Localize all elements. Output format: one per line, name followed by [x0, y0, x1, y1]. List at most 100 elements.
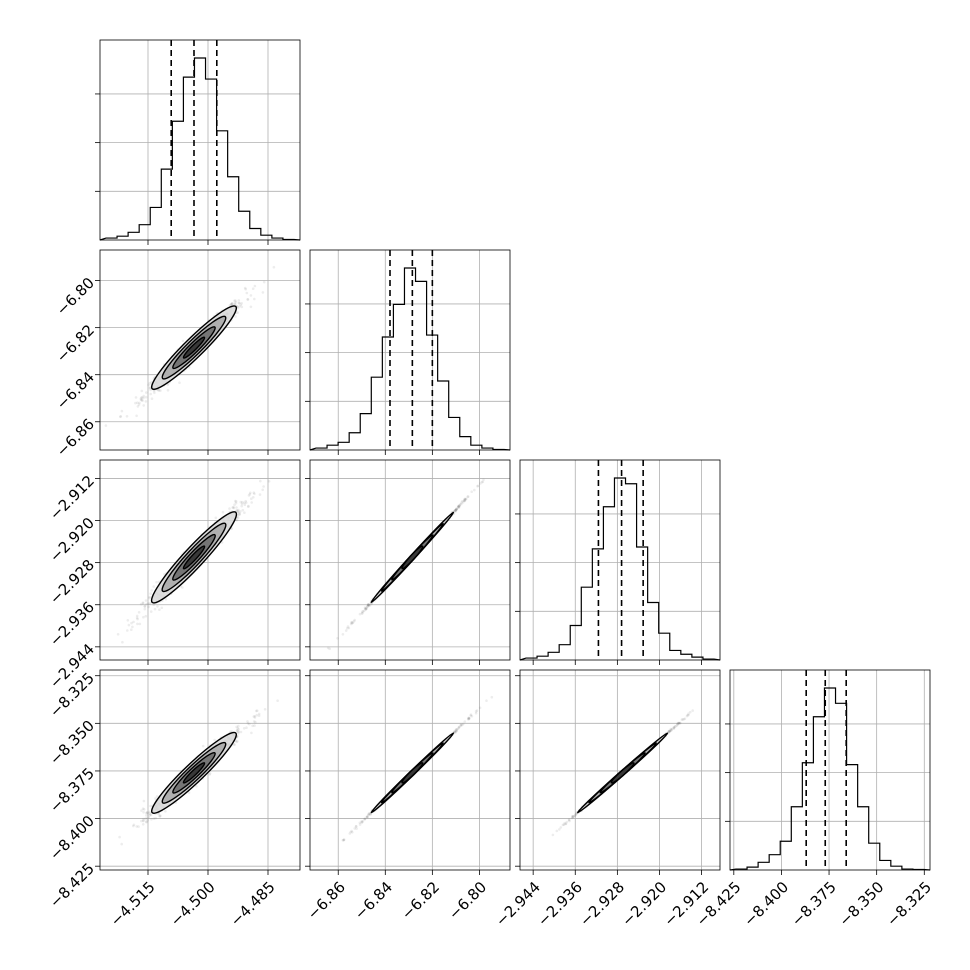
sample-point — [342, 838, 346, 842]
panel-frame — [519, 459, 721, 661]
sample-point — [246, 298, 249, 301]
sample-point — [234, 300, 238, 304]
sample-point — [326, 646, 330, 650]
sample-point — [364, 607, 367, 610]
sample-point — [148, 386, 152, 390]
sample-point — [236, 510, 240, 513]
sample-point — [158, 815, 162, 818]
sample-point — [166, 383, 170, 387]
sample-point — [473, 488, 476, 492]
sample-point — [146, 816, 149, 820]
panel-frame — [729, 669, 931, 871]
sample-point — [364, 608, 367, 611]
panel-frame — [309, 459, 511, 661]
y-tick-label: −2.928 — [46, 556, 98, 608]
y-tick-label: −8.350 — [46, 717, 98, 769]
sample-point — [252, 491, 256, 495]
sample-point — [551, 833, 555, 837]
sample-point — [150, 381, 153, 384]
sample-point — [455, 507, 459, 511]
sample-point — [453, 509, 457, 512]
sample-point — [228, 507, 231, 510]
sample-point — [233, 743, 236, 747]
sample-point — [187, 791, 191, 794]
sample-point — [341, 633, 345, 636]
sample-point — [247, 494, 251, 497]
sample-point — [479, 482, 482, 485]
sample-point — [141, 807, 145, 810]
sample-point — [267, 480, 271, 483]
sample-point — [214, 516, 218, 520]
sample-point — [139, 398, 143, 402]
sample-point — [144, 395, 148, 399]
sample-point — [558, 828, 561, 831]
sample-point — [454, 510, 457, 513]
sample-point — [485, 699, 488, 702]
sample-point — [457, 506, 461, 510]
sample-point — [470, 490, 474, 494]
panel-frame — [309, 669, 511, 871]
sample-point — [250, 501, 253, 504]
sample-point — [458, 504, 461, 507]
sample-point — [240, 302, 243, 305]
sample-point — [239, 510, 242, 513]
sample-point — [147, 383, 150, 387]
sample-point — [213, 738, 216, 742]
sample-point — [347, 626, 351, 630]
sample-point — [251, 724, 254, 728]
sample-point — [455, 508, 459, 511]
scatter-panel-2-3 — [515, 669, 721, 875]
sample-point — [146, 811, 149, 814]
sample-point — [143, 604, 147, 608]
x-tick-label: −2.920 — [618, 878, 670, 930]
sample-point — [244, 499, 247, 503]
sample-point — [149, 804, 152, 808]
sample-point — [262, 280, 266, 284]
scatter-panel-0-2 — [95, 459, 301, 665]
sample-point — [152, 603, 155, 606]
sample-point — [234, 499, 237, 503]
x-tick-label: −8.350 — [835, 878, 887, 930]
sample-point — [142, 396, 145, 400]
sample-point — [157, 388, 160, 392]
sample-point — [263, 708, 267, 711]
sample-point — [466, 495, 470, 499]
contour-level-3 — [182, 545, 206, 570]
sample-point — [463, 497, 467, 501]
sample-point — [146, 602, 150, 605]
x-tick-label: −4.485 — [227, 878, 279, 930]
sample-point — [141, 399, 144, 402]
sample-point — [574, 813, 578, 816]
sample-point — [456, 504, 460, 508]
sample-point — [150, 397, 154, 401]
sample-point — [135, 616, 139, 620]
sample-point — [232, 506, 236, 510]
sample-point — [149, 392, 152, 396]
sample-point — [240, 502, 244, 506]
sample-point — [249, 305, 253, 309]
sample-point — [368, 812, 372, 816]
sample-point — [454, 508, 458, 512]
histogram-step — [729, 687, 931, 871]
histogram-step — [519, 477, 721, 661]
sample-point — [262, 485, 265, 488]
sample-point — [154, 797, 157, 800]
sample-point — [364, 607, 367, 611]
sample-point — [118, 835, 121, 839]
panel-frame — [519, 669, 721, 871]
sample-point — [245, 726, 248, 729]
sample-point — [250, 731, 253, 735]
sample-point — [240, 504, 243, 508]
sample-point — [143, 607, 147, 611]
sample-point — [676, 721, 680, 725]
sample-point — [251, 287, 255, 291]
sample-point — [361, 610, 365, 613]
scatter-panel-1-2 — [305, 459, 511, 665]
sample-point — [141, 823, 145, 826]
sample-point — [232, 505, 235, 509]
sample-point — [148, 602, 151, 606]
sample-point — [142, 811, 145, 814]
sample-point — [236, 311, 240, 314]
sample-point — [349, 830, 353, 834]
sample-point — [358, 612, 362, 616]
